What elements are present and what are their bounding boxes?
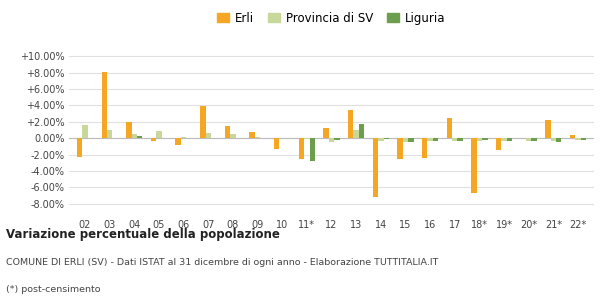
Bar <box>532 138 537 141</box>
Bar <box>137 136 142 138</box>
Text: COMUNE DI ERLI (SV) - Dati ISTAT al 31 dicembre di ogni anno - Elaborazione TUTT: COMUNE DI ERLI (SV) - Dati ISTAT al 31 d… <box>6 258 439 267</box>
Bar <box>482 138 488 140</box>
Bar <box>545 120 551 138</box>
Text: Variazione percentuale della popolazione: Variazione percentuale della popolazione <box>6 228 280 241</box>
Bar <box>496 138 502 150</box>
Bar <box>274 138 280 149</box>
Bar <box>502 138 507 141</box>
Bar <box>348 110 353 138</box>
Bar <box>101 72 107 138</box>
Bar <box>427 138 433 141</box>
Bar <box>575 138 581 140</box>
Bar <box>422 138 427 158</box>
Bar <box>230 134 236 138</box>
Bar <box>408 138 413 142</box>
Bar <box>82 125 88 138</box>
Bar <box>329 138 334 142</box>
Bar <box>323 128 329 138</box>
Bar <box>378 138 383 141</box>
Bar <box>310 138 315 161</box>
Bar <box>471 138 476 193</box>
Legend: Erli, Provincia di SV, Liguria: Erli, Provincia di SV, Liguria <box>212 7 451 29</box>
Bar <box>446 118 452 138</box>
Bar <box>181 137 187 138</box>
Bar <box>570 135 575 138</box>
Bar <box>383 138 389 139</box>
Bar <box>126 122 131 138</box>
Bar <box>476 138 482 141</box>
Bar <box>250 132 255 138</box>
Bar <box>156 131 161 138</box>
Bar <box>373 138 378 197</box>
Bar <box>175 138 181 145</box>
Bar <box>107 130 112 138</box>
Bar <box>457 138 463 141</box>
Bar <box>397 138 403 159</box>
Bar <box>206 133 211 138</box>
Bar <box>433 138 438 141</box>
Bar <box>403 138 408 142</box>
Bar <box>359 124 364 138</box>
Bar <box>225 126 230 138</box>
Bar <box>151 138 156 141</box>
Bar <box>353 130 359 138</box>
Text: (*) post-censimento: (*) post-censimento <box>6 285 101 294</box>
Bar <box>551 138 556 141</box>
Bar <box>200 106 206 138</box>
Bar <box>581 138 586 140</box>
Bar <box>77 138 82 157</box>
Bar <box>556 138 562 142</box>
Bar <box>526 138 532 141</box>
Bar <box>507 138 512 141</box>
Bar <box>304 138 310 139</box>
Bar <box>131 134 137 138</box>
Bar <box>334 138 340 140</box>
Bar <box>299 138 304 159</box>
Bar <box>452 138 457 141</box>
Bar <box>255 136 260 138</box>
